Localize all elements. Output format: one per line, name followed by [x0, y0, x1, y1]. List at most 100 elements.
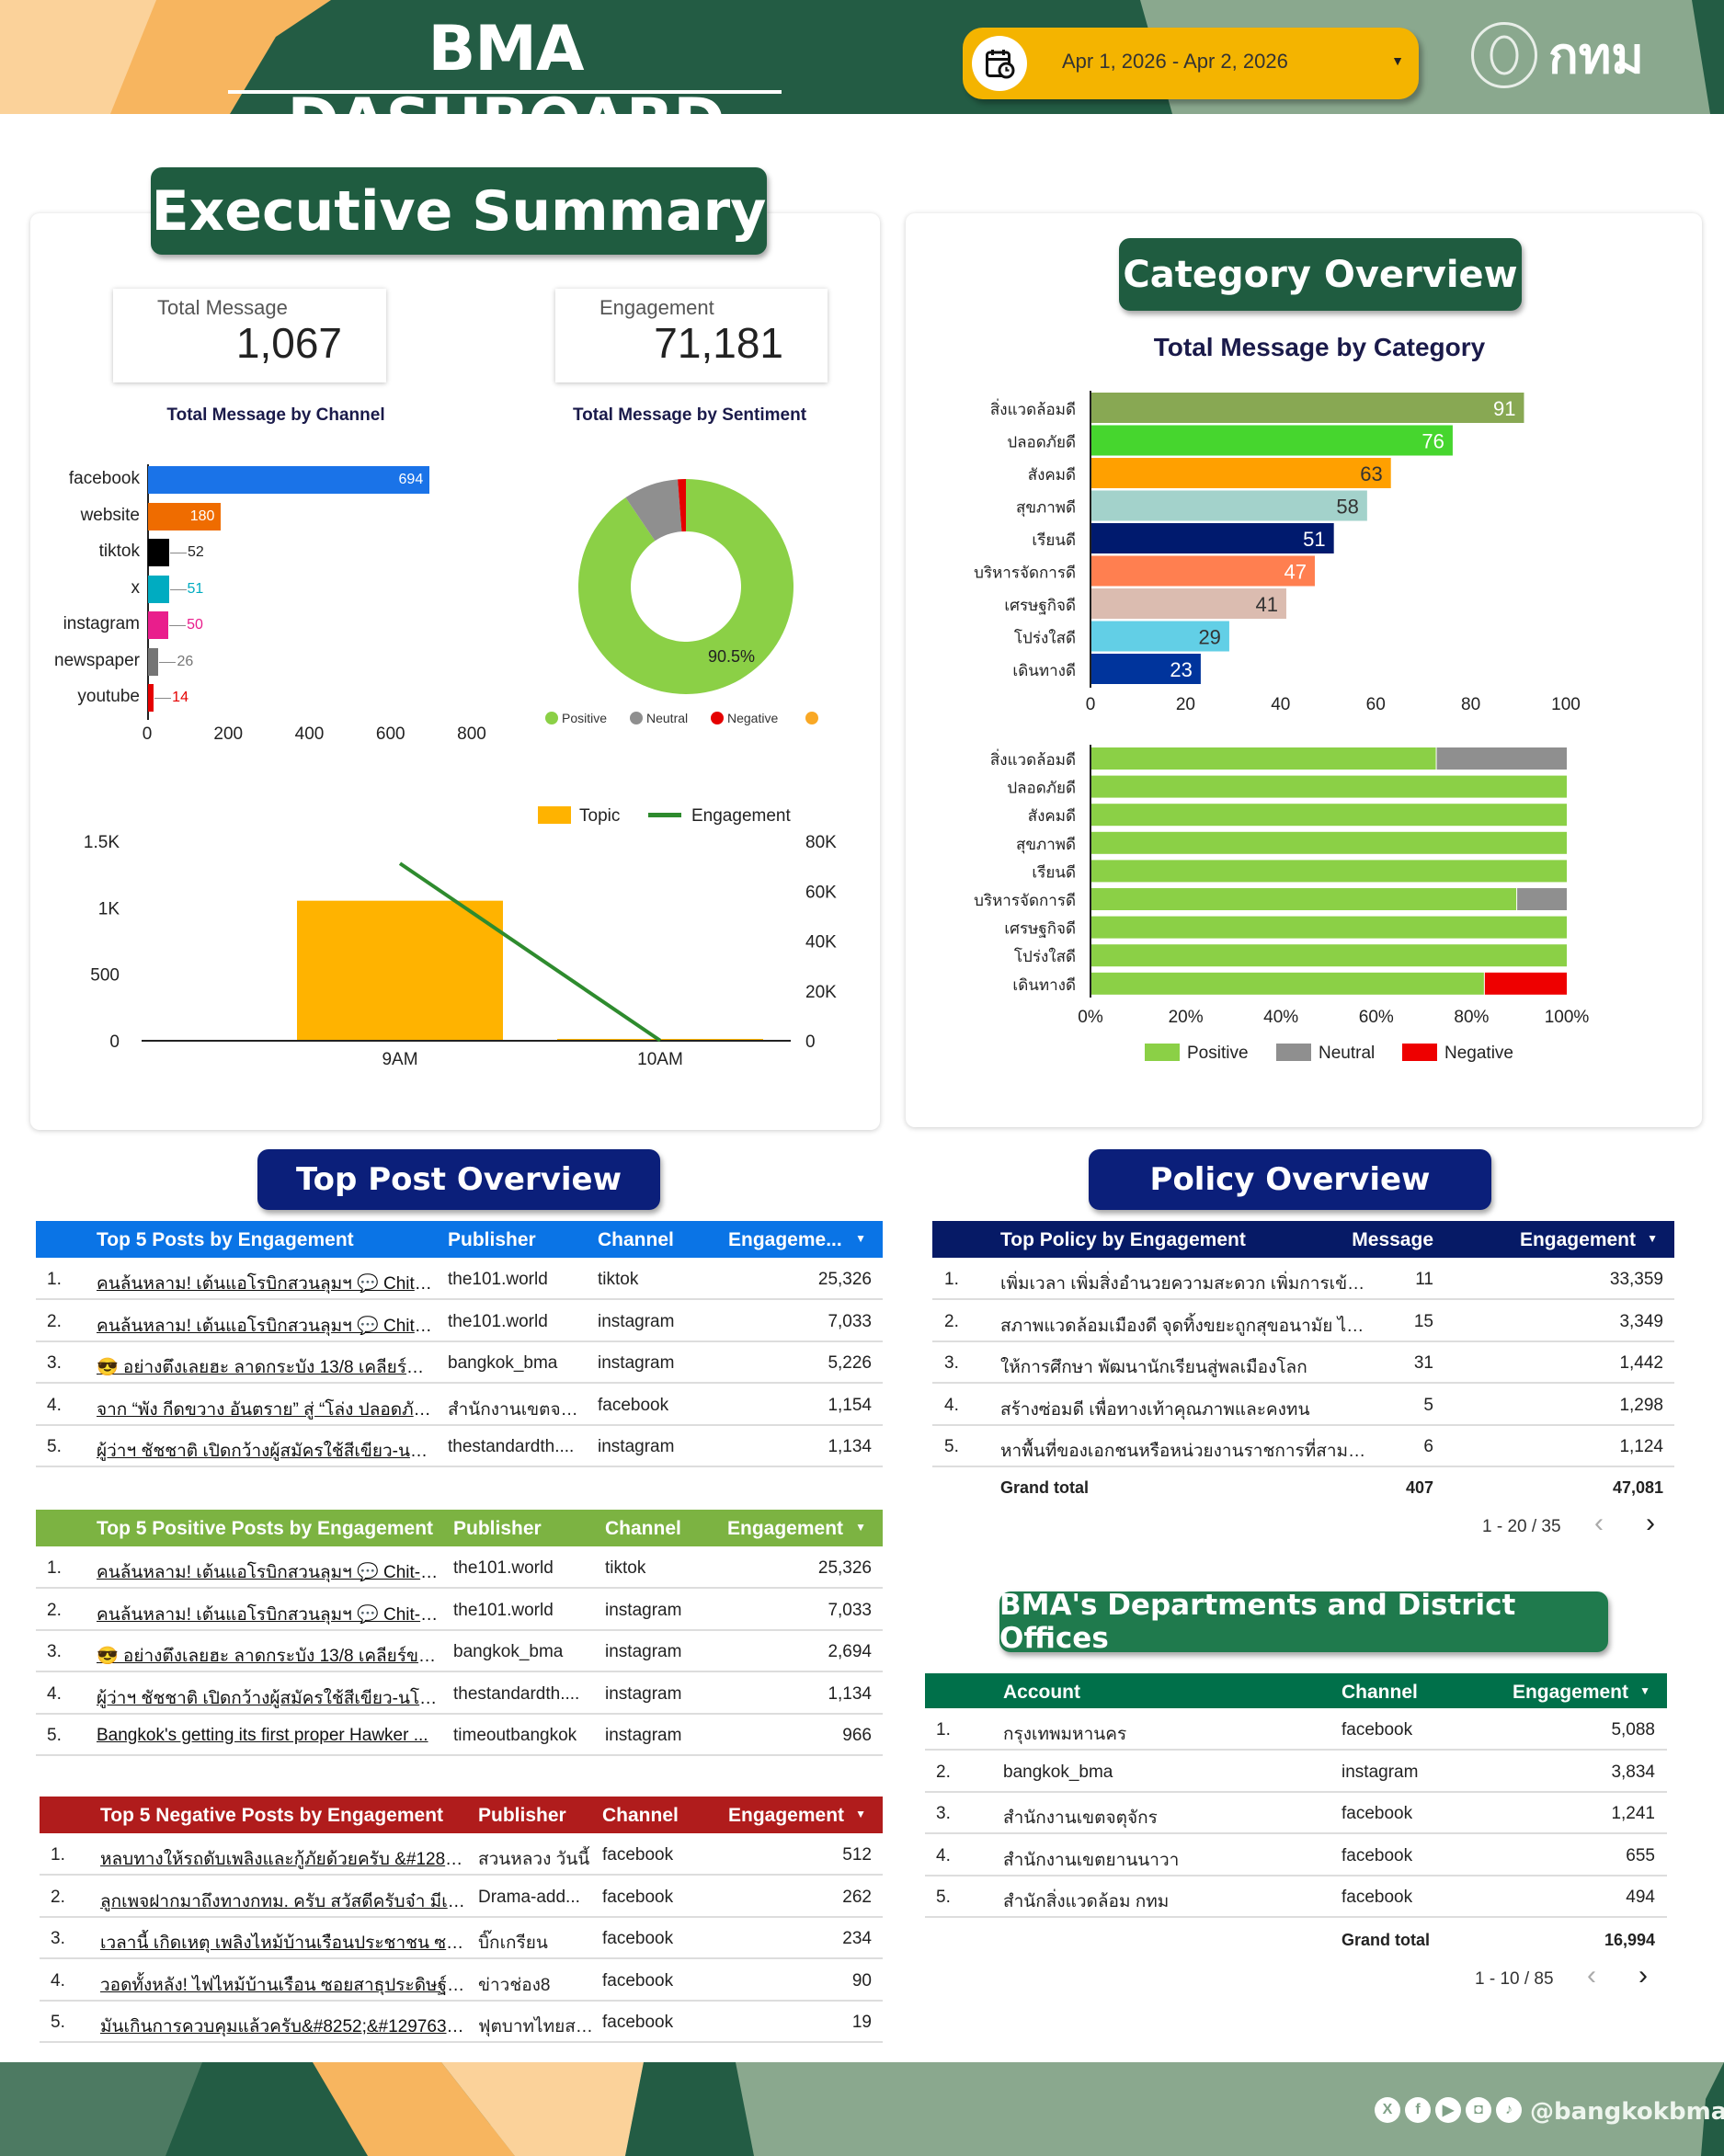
cell-title[interactable]: คนล้นหลาม! เต้นแอโรบิกสวนลุมฯ 💬 Chit-Cha…: [97, 1563, 440, 1582]
y-right-tick-label: 0: [805, 1032, 816, 1052]
category-value-label: 41: [1255, 593, 1277, 616]
cell-title[interactable]: 😎 อย่างตึงเลยฮะ ลาดกระบัง 13/8 เคลียร์ขย…: [97, 1358, 435, 1377]
cell-n: 4.: [936, 1845, 951, 1865]
category-bar: [1091, 523, 1334, 553]
cell-title[interactable]: 😎 อย่างตึงเลยฮะ ลาดกระบัง 13/8 เคลียร์ขย…: [97, 1647, 440, 1666]
cell-message: 5: [1423, 1395, 1433, 1415]
youtube-icon[interactable]: ▶: [1435, 2097, 1461, 2123]
cell-account: สำนักงานเขตจตุจักร: [1003, 1808, 1158, 1828]
cell-title[interactable]: คนล้นหลาม! เต้นแอโรบิกสวนลุมฯ 💬 Chit-Cha…: [97, 1316, 435, 1336]
grand-total-engagement: 16,994: [1604, 1931, 1655, 1949]
cell-n: 1.: [47, 1558, 62, 1578]
channel-label: instagram: [63, 614, 140, 633]
sort-desc-icon[interactable]: ▼: [855, 1808, 866, 1820]
column-header-account[interactable]: Account: [1003, 1682, 1080, 1703]
donut-slice-positive: [578, 479, 793, 694]
cell-publisher: bangkok_bma: [453, 1642, 564, 1661]
date-range-value: Apr 1, 2026 - Apr 2, 2026: [1062, 50, 1288, 73]
calendar-icon: [972, 36, 1027, 91]
chevron-left-icon[interactable]: ‹: [1594, 1508, 1604, 1538]
category-value-label: 23: [1170, 658, 1192, 681]
x-icon[interactable]: X: [1375, 2097, 1400, 2123]
cell-message: 15: [1413, 1311, 1433, 1331]
cell-message: 6: [1423, 1437, 1433, 1456]
sort-desc-icon[interactable]: ▼: [855, 1521, 866, 1534]
category-label: โปร่งใสดี: [1014, 629, 1076, 647]
cell-title[interactable]: ผู้ว่าฯ ชัชชาติ เปิดกว้างผู้สมัครใช้สีเข…: [97, 1688, 440, 1708]
grand-total-message: 407: [1405, 1478, 1433, 1497]
sort-desc-icon[interactable]: ▼: [855, 1232, 866, 1245]
cell-title[interactable]: หลบทางให้รถดับเพลิงและกู้ภัยด้วยครับ &#1…: [100, 1850, 465, 1869]
cell-engagement: 5,088: [1611, 1720, 1655, 1740]
category-bar: [1091, 654, 1201, 684]
cell-title[interactable]: มันเกินการควบคุมแล้วครับ&#8252;&#129763;…: [100, 2017, 465, 2036]
cell-n: 3.: [944, 1353, 959, 1373]
cell-title[interactable]: ผู้ว่าฯ ชัชชาติ เปิดกว้างผู้สมัครใช้สีเข…: [97, 1442, 435, 1461]
column-header-engagement[interactable]: Engageme...: [728, 1229, 842, 1250]
column-header-channel[interactable]: Channel: [605, 1518, 681, 1539]
cell-engagement: 966: [842, 1726, 872, 1745]
column-header-title[interactable]: Top 5 Posts by Engagement: [97, 1229, 354, 1250]
sort-desc-icon[interactable]: ▼: [1647, 1232, 1658, 1245]
legend-label: Neutral: [646, 711, 688, 725]
column-header-engagement[interactable]: Engagement: [728, 1805, 845, 1826]
column-header-engagement[interactable]: Engagement: [1519, 1229, 1636, 1250]
cell-title[interactable]: คนล้นหลาม! เต้นแอโรบิกสวนลุมฯ 💬 Chit-Cha…: [97, 1604, 440, 1625]
cell-channel: facebook: [602, 1970, 674, 1991]
cell-n: 5.: [936, 1888, 951, 1907]
x-tick-label: 0%: [1078, 1008, 1103, 1027]
column-header-title[interactable]: Top Policy by Engagement: [1000, 1229, 1246, 1250]
sort-desc-icon[interactable]: ▼: [1639, 1684, 1650, 1697]
legend-label: Negative: [1444, 1044, 1513, 1063]
x-tick-label: 800: [457, 724, 486, 744]
cell-engagement: 1,134: [828, 1683, 872, 1704]
cell-title[interactable]: จาก “พัง กีดขวาง อันตราย” สู่ “โล่ง ปลอด…: [97, 1399, 435, 1420]
cell-channel: tiktok: [605, 1558, 646, 1578]
cell-title[interactable]: วอดทั้งหลัง! ไฟไหม้บ้านเรือน ซอยสาธุประด…: [100, 1975, 465, 1995]
chevron-left-icon[interactable]: ‹: [1587, 1960, 1596, 1991]
date-range-picker[interactable]: Apr 1, 2026 - Apr 2, 2026 ▼: [963, 28, 1419, 99]
category-label: สุขภาพดี: [1016, 836, 1076, 854]
table-row: 4. จาก “พัง กีดขวาง อันตราย” สู่ “โล่ง ปล…: [36, 1385, 883, 1426]
column-header-publisher[interactable]: Publisher: [448, 1229, 536, 1250]
instagram-icon[interactable]: ◘: [1466, 2097, 1491, 2123]
column-header-publisher[interactable]: Publisher: [478, 1805, 566, 1826]
cell-title[interactable]: ลูกเพจฝากมาถึงทางกทม. ครับ สวัสดีครับจ๋า…: [100, 1891, 465, 1911]
cell-engagement: 1,298: [1619, 1395, 1663, 1415]
cell-title[interactable]: คนล้นหลาม! เต้นแอโรบิกสวนลุมฯ 💬 Chit-Cha…: [97, 1274, 435, 1294]
channel-value-label: 50: [187, 617, 203, 633]
table-row: 3. 😎 อย่างตึงเลยฮะ ลาดกระบัง 13/8 เคลียร์…: [36, 1631, 883, 1672]
column-header-channel[interactable]: Channel: [602, 1805, 679, 1826]
cell-n: 5.: [51, 2013, 65, 2032]
cell-title[interactable]: Bangkok's getting its first proper Hawke…: [97, 1726, 428, 1745]
chevron-right-icon[interactable]: ›: [1638, 1960, 1648, 1991]
legend-swatch: [805, 712, 818, 724]
cell-n: 3.: [47, 1353, 62, 1373]
y-left-tick-label: 1.5K: [84, 833, 120, 852]
tiktok-icon[interactable]: ♪: [1496, 2097, 1522, 2123]
column-header-publisher[interactable]: Publisher: [453, 1518, 542, 1539]
column-header-channel[interactable]: Channel: [598, 1229, 674, 1250]
cell-channel: instagram: [605, 1600, 682, 1620]
cell-publisher: ฟุตบาทไทยสไ...: [478, 2017, 593, 2036]
kpi-value: 71,181: [654, 319, 783, 367]
facebook-icon[interactable]: f: [1405, 2097, 1431, 2123]
category-label: สังคมดี: [1028, 466, 1076, 484]
kpi-engagement: Engagement 71,181: [555, 289, 828, 382]
y-right-tick-label: 20K: [805, 983, 837, 1002]
legend-swatch-topic: [538, 806, 571, 824]
column-header-title[interactable]: Top 5 Negative Posts by Engagement: [100, 1805, 444, 1826]
cell-channel: facebook: [602, 1845, 674, 1865]
cell-title[interactable]: เวลานี้ เกิดเหตุ เพลิงไหม้บ้านเรือนประชา…: [100, 1934, 465, 1953]
column-header-channel[interactable]: Channel: [1342, 1682, 1418, 1703]
chevron-right-icon[interactable]: ›: [1646, 1508, 1655, 1538]
legend-swatch: [1145, 1044, 1180, 1061]
x-tick-label: 80%: [1454, 1008, 1489, 1027]
column-header-message[interactable]: Message: [1352, 1229, 1433, 1250]
column-header-title[interactable]: Top 5 Positive Posts by Engagement: [97, 1518, 434, 1539]
executive-summary-title: Executive Summary: [151, 167, 767, 255]
column-header-engagement[interactable]: Engagement: [1512, 1682, 1628, 1703]
table-row: 1. คนล้นหลาม! เต้นแอโรบิกสวนลุมฯ 💬 Chit-C…: [36, 1259, 883, 1300]
column-header-engagement[interactable]: Engagement: [727, 1518, 844, 1539]
channel-leader-line: [154, 698, 172, 699]
